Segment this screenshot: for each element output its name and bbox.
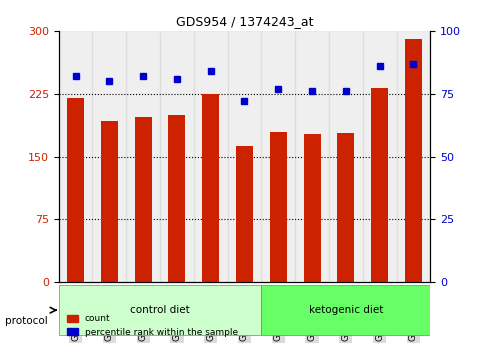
Bar: [396, 31, 429, 282]
Bar: [101, 121, 118, 282]
Bar: [362, 31, 396, 282]
FancyBboxPatch shape: [261, 285, 429, 335]
Bar: [370, 88, 387, 282]
Bar: [92, 31, 126, 282]
Legend: count, percentile rank within the sample: count, percentile rank within the sample: [63, 311, 241, 341]
Bar: [404, 39, 421, 282]
Bar: [236, 146, 252, 282]
Bar: [202, 94, 219, 282]
Bar: [227, 31, 261, 282]
Bar: [295, 31, 328, 282]
Title: GDS954 / 1374243_at: GDS954 / 1374243_at: [175, 16, 313, 29]
Bar: [59, 31, 92, 282]
Bar: [168, 115, 185, 282]
Text: ketogenic diet: ketogenic diet: [308, 305, 382, 315]
FancyBboxPatch shape: [59, 285, 261, 335]
Bar: [126, 31, 160, 282]
Bar: [303, 134, 320, 282]
Bar: [261, 31, 295, 282]
Text: control diet: control diet: [130, 305, 189, 315]
Text: protocol: protocol: [5, 316, 47, 326]
Bar: [328, 31, 362, 282]
Bar: [134, 117, 151, 282]
Bar: [160, 31, 193, 282]
Bar: [67, 98, 84, 282]
Bar: [337, 133, 354, 282]
Bar: [193, 31, 227, 282]
Bar: [269, 131, 286, 282]
